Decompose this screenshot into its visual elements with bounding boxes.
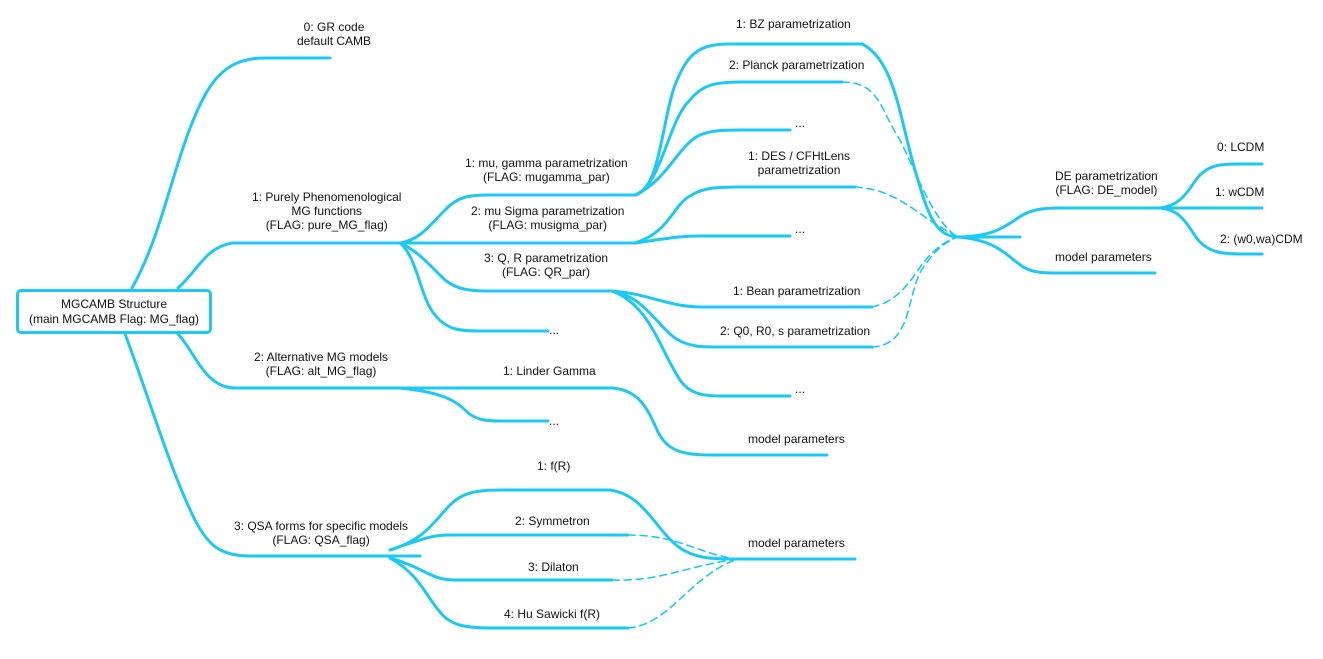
node-qsa-params[interactable]: model parameters — [748, 536, 845, 550]
node-musigma-ellipsis[interactable]: ... — [795, 222, 806, 236]
edge-de-modelparams — [956, 235, 1157, 275]
edge-qsa-dilaton — [388, 556, 614, 582]
node-mugamma-line1: 1: mu, gamma parametrization — [465, 156, 628, 170]
node-qr-line2: (FLAG: QR_par) — [502, 265, 591, 279]
node-pure-mg[interactable]: 1: Purely Phenomenological MG functions … — [252, 190, 401, 232]
node-pure-mg-line3: (FLAG: pure_MG_flag) — [265, 218, 388, 232]
dash-husawicki-params — [627, 558, 739, 629]
edge-root-pure — [176, 241, 402, 290]
node-qsa[interactable]: 3: QSA forms for specific models (FLAG: … — [234, 519, 408, 547]
node-gr-code-line1: 0: GR code — [303, 20, 365, 34]
root-title: MGCAMB Structure — [60, 296, 168, 311]
root-subtitle: (main MGCAMB Flag: MG_flag) — [28, 311, 200, 326]
node-linder-params[interactable]: model parameters — [748, 432, 845, 446]
node-de-param-line2: (FLAG: DE_model) — [1055, 183, 1158, 197]
node-wcdm[interactable]: 1: wCDM — [1215, 185, 1265, 199]
node-mugamma-ellipsis[interactable]: ... — [795, 116, 806, 130]
node-bz[interactable]: 1: BZ parametrization — [736, 17, 851, 31]
node-pure-mg-line1: 1: Purely Phenomenological — [252, 190, 402, 204]
node-des-line1: 1: DES / CFHtLens — [748, 149, 851, 163]
edge-pure-mugamma — [398, 193, 637, 245]
node-qsa-line1: 3: QSA forms for specific models — [234, 519, 409, 533]
edge-linder-params — [610, 386, 829, 457]
edge-mugamma-ellipsis — [633, 128, 792, 197]
node-de-model-params[interactable]: model parameters — [1055, 250, 1152, 264]
node-qr-ellipsis[interactable]: ... — [795, 382, 806, 396]
edge-fr-params — [608, 488, 857, 561]
node-fr[interactable]: 1: f(R) — [537, 459, 571, 473]
node-lcdm[interactable]: 0: LCDM — [1217, 140, 1265, 154]
edge-qsa-husawicki — [388, 556, 630, 630]
node-des-line2: parametrization — [757, 163, 841, 177]
edge-de-param — [956, 206, 1162, 239]
edge-root-alt — [176, 332, 402, 390]
node-mugamma[interactable]: 1: mu, gamma parametrization (FLAG: muga… — [465, 156, 628, 184]
node-dilaton[interactable]: 3: Dilaton — [528, 560, 579, 574]
edge-pure-ellipsis — [398, 241, 550, 333]
node-alt-mg-line2: (FLAG: alt_MG_flag) — [265, 364, 377, 378]
dash-planck-de — [841, 81, 959, 238]
root-node[interactable]: MGCAMB Structure (main MGCAMB Flag: MG_f… — [16, 289, 212, 334]
edge-de-lcdm — [1158, 162, 1264, 210]
node-bean[interactable]: 1: Bean parametrization — [733, 284, 861, 298]
node-pure-ellipsis[interactable]: ... — [549, 323, 560, 337]
node-mugamma-line2: (FLAG: mugamma_par) — [483, 170, 610, 184]
node-musigma-line2: (FLAG: musigma_par) — [488, 218, 608, 232]
edge-musigma-des — [633, 185, 857, 245]
edge-qr-bean — [610, 289, 874, 309]
dash-symmetron-params — [627, 534, 739, 560]
node-husawicki[interactable]: 4: Hu Sawicki f(R) — [504, 607, 601, 621]
dash-des-de — [854, 186, 959, 238]
node-des[interactable]: 1: DES / CFHtLens parametrization — [748, 149, 850, 177]
node-gr-code-line2: default CAMB — [297, 34, 372, 48]
edge-bz-de — [860, 42, 1022, 239]
node-symmetron[interactable]: 2: Symmetron — [515, 514, 590, 528]
node-w0wa[interactable]: 2: (w0,wa)CDM — [1220, 232, 1303, 246]
node-musigma-line1: 2: mu Sigma parametrization — [471, 204, 625, 218]
node-gr-code[interactable]: 0: GR code default CAMB — [297, 20, 371, 48]
node-de-param-line1: DE parametrization — [1055, 169, 1158, 183]
node-qsa-line2: (FLAG: QSA_flag) — [272, 533, 370, 547]
edge-root-qsa — [123, 332, 422, 558]
node-q0r0s[interactable]: 2: Q0, R0, s parametrization — [720, 324, 871, 338]
node-qr[interactable]: 3: Q, R parametrization (FLAG: QR_par) — [484, 251, 608, 279]
edge-de-w0wa — [1158, 206, 1264, 256]
dash-bean-de — [871, 236, 959, 308]
edge-mugamma-planck — [633, 80, 844, 197]
node-alt-mg-line1: 2: Alternative MG models — [254, 350, 389, 364]
edge-musigma-ellipsis — [633, 234, 792, 245]
edge-qsa-symmetron — [388, 533, 630, 552]
node-musigma[interactable]: 2: mu Sigma parametrization (FLAG: musig… — [471, 204, 624, 232]
node-alt-mg[interactable]: 2: Alternative MG models (FLAG: alt_MG_f… — [254, 350, 388, 378]
dash-dilaton-params — [611, 558, 739, 581]
node-linder[interactable]: 1: Linder Gamma — [503, 364, 596, 378]
edge-qsa-fr — [388, 488, 612, 552]
node-qr-line1: 3: Q, R parametrization — [484, 251, 609, 265]
node-pure-mg-line2: MG functions — [291, 204, 363, 218]
edge-pure-qr — [398, 241, 614, 293]
node-de-param[interactable]: DE parametrization (FLAG: DE_model) — [1055, 169, 1158, 197]
edge-qr-q0r0s — [610, 289, 874, 349]
edge-root-gr — [130, 56, 332, 290]
node-planck[interactable]: 2: Planck parametrization — [729, 58, 865, 72]
node-alt-ellipsis[interactable]: ... — [549, 414, 560, 428]
dash-q0r0s-de — [871, 236, 959, 348]
edge-alt-ellipsis — [398, 386, 550, 423]
edge-qr-ellipsis — [610, 289, 792, 398]
